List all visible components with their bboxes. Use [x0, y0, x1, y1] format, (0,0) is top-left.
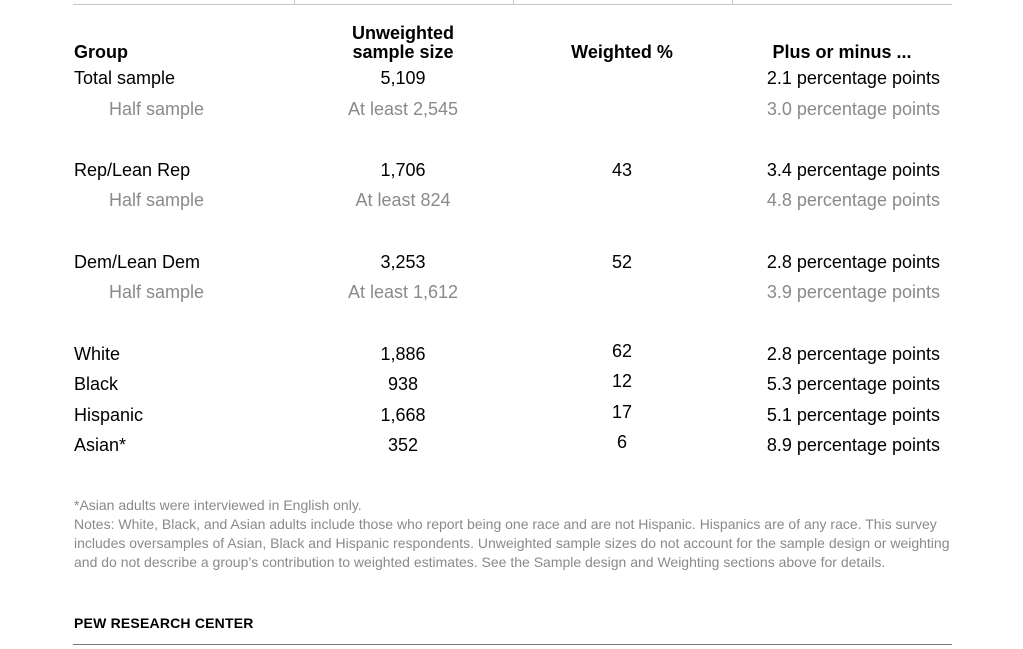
header-weighted: Weighted %: [571, 42, 673, 62]
column-divider-tick: [294, 0, 295, 5]
cell-sample-size: 5,109: [380, 68, 426, 88]
cell-sample-size: 352: [387, 435, 419, 455]
column-divider-tick: [732, 0, 733, 5]
header-sample-size-line2: sample size: [352, 42, 454, 62]
header-sample-size-line1: Unweighted: [352, 23, 454, 43]
cell-weighted: 62: [611, 341, 633, 361]
cell-plus-minus: 3.9 percentage points: [766, 282, 940, 302]
cell-sample-size: 3,253: [380, 252, 426, 272]
cell-plus-minus: 5.1 percentage points: [766, 405, 940, 425]
cell-sample-size: 1,706: [380, 160, 426, 180]
cell-plus-minus: 5.3 percentage points: [766, 374, 940, 394]
column-divider-tick: [513, 0, 514, 5]
cell-plus-minus: 3.4 percentage points: [766, 160, 940, 180]
cell-sample-size: At least 824: [355, 190, 451, 210]
source-credit: PEW RESEARCH CENTER: [74, 615, 254, 631]
cell-plus-minus: 3.0 percentage points: [766, 99, 940, 119]
cell-weighted: 12: [611, 371, 633, 391]
cell-group: Dem/Lean Dem: [74, 252, 201, 272]
header-sample-size: Unweighted sample size: [298, 24, 508, 62]
cell-weighted: 43: [611, 160, 633, 180]
header-plus-minus: Plus or minus ...: [772, 42, 912, 62]
cell-plus-minus: 4.8 percentage points: [766, 190, 940, 210]
cell-group: Half sample: [109, 190, 205, 210]
cell-sample-size: At least 2,545: [347, 99, 459, 119]
cell-plus-minus: 2.8 percentage points: [766, 252, 940, 272]
cell-plus-minus: 2.8 percentage points: [766, 344, 940, 364]
bottom-rule: [73, 644, 952, 645]
cell-sample-size: 1,668: [380, 405, 426, 425]
top-rule: [73, 4, 952, 5]
cell-sample-size: 938: [387, 374, 419, 394]
cell-group: Half sample: [109, 99, 205, 119]
cell-group: Hispanic: [74, 405, 144, 425]
cell-plus-minus: 8.9 percentage points: [766, 435, 940, 455]
notes-text: Notes: White, Black, and Asian adults in…: [74, 516, 950, 570]
cell-sample-size: 1,886: [380, 344, 426, 364]
footnote: *Asian adults were interviewed in Englis…: [74, 497, 362, 513]
cell-group: Asian*: [74, 435, 127, 455]
cell-group: Black: [74, 374, 119, 394]
cell-weighted: 6: [616, 432, 627, 452]
cell-weighted: 17: [611, 402, 633, 422]
cell-group: Rep/Lean Rep: [74, 160, 191, 180]
cell-group: Total sample: [74, 68, 176, 88]
header-group: Group: [74, 42, 128, 62]
cell-weighted: 52: [611, 252, 633, 272]
cell-plus-minus: 2.1 percentage points: [766, 68, 940, 88]
cell-group: White: [74, 344, 121, 364]
cell-sample-size: At least 1,612: [347, 282, 459, 302]
cell-group: Half sample: [109, 282, 205, 302]
